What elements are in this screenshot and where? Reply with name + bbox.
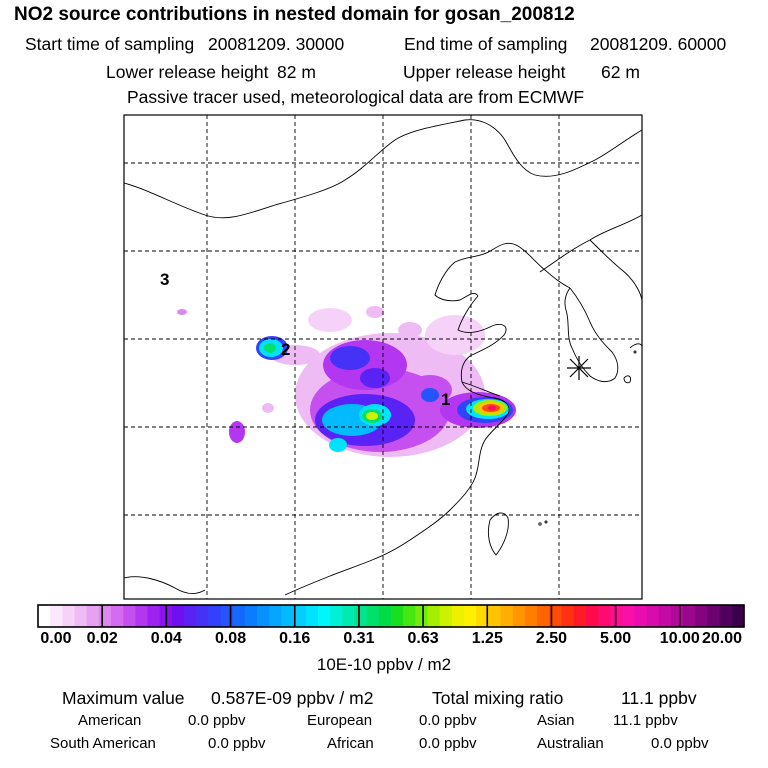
end-time-value: 20081209. 60000 <box>590 34 727 54</box>
colorbar-tick-label: 0.02 <box>86 630 118 647</box>
max-value-label: Maximum value <box>62 688 185 708</box>
total-mixing-label: Total mixing ratio <box>432 688 564 708</box>
max-value: 0.587E-09 ppbv / m2 <box>211 688 374 708</box>
source-label-3: 3 <box>160 270 169 289</box>
source-label-2: 2 <box>281 340 290 359</box>
european-label: European <box>307 712 373 729</box>
american-label: American <box>78 712 142 729</box>
south-american-label: South American <box>50 735 156 752</box>
colorbar-tick-label: 2.50 <box>535 630 568 647</box>
map-panel: 1 2 3 <box>123 114 643 600</box>
colorbar-tick-label: 0.63 <box>407 630 439 647</box>
colorbar-tick-label: 20.00 <box>701 630 743 647</box>
lower-release-label: Lower release height <box>106 62 269 82</box>
colorbar-units: 10E-10 ppbv / m2 <box>316 655 452 674</box>
african-label: African <box>327 735 374 752</box>
end-time-label: End time of sampling <box>404 34 568 54</box>
upper-release-label: Upper release height <box>403 62 566 82</box>
colorbar-tick-label: 0.16 <box>279 630 311 647</box>
page-title: NO2 source contributions in nested domai… <box>14 4 575 25</box>
colorbar-tick-label: 0.04 <box>150 630 182 647</box>
african-value: 0.0 ppbv <box>419 735 477 752</box>
australian-label: Australian <box>537 735 604 752</box>
graticule <box>124 115 642 599</box>
tracer-note: Passive tracer used, meteorological data… <box>127 87 585 107</box>
colorbar-tick-label: 10.00 <box>659 630 700 647</box>
start-time-label: Start time of sampling <box>25 34 195 54</box>
colorbar-tick-label: 0.31 <box>343 630 375 647</box>
american-value: 0.0 ppbv <box>188 712 246 729</box>
start-time-value: 20081209. 30000 <box>208 34 345 54</box>
south-american-value: 0.0 ppbv <box>208 735 266 752</box>
receptor-star-icon <box>567 356 591 380</box>
european-value: 0.0 ppbv <box>419 712 477 729</box>
colorbar-tick-label: 0.08 <box>214 630 247 647</box>
colorbar-tick-label: 5.00 <box>600 630 632 647</box>
total-mixing-value: 11.1 ppbv <box>621 688 697 708</box>
asian-value: 11.1 ppbv <box>613 712 678 729</box>
coastlines-and-borders <box>124 119 642 596</box>
lower-release-value: 82 m <box>277 62 316 82</box>
source-label-1: 1 <box>441 390 450 409</box>
upper-release-value: 62 m <box>601 62 640 82</box>
map-frame <box>123 114 643 600</box>
colorbar-tick-label: 1.25 <box>471 630 503 647</box>
asian-label: Asian <box>537 712 575 729</box>
australian-value: 0.0 ppbv <box>651 735 709 752</box>
colorbar-tick-label: 0.00 <box>40 630 72 647</box>
